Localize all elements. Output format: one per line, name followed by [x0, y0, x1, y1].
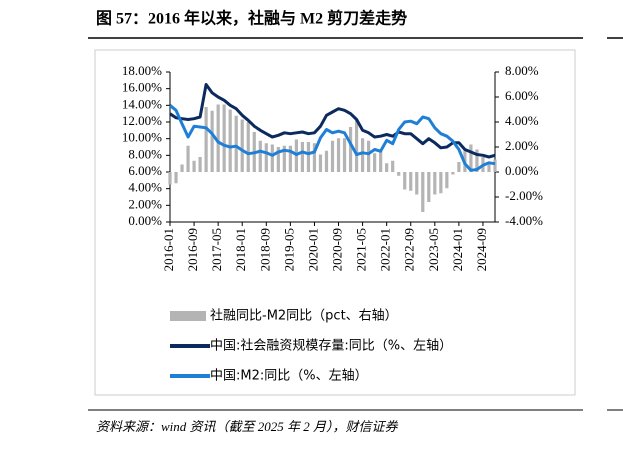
y2-tick-label: 6.00% [505, 88, 539, 103]
bar [204, 107, 208, 172]
bar [336, 138, 341, 172]
bar [487, 163, 491, 172]
x-tick-label: 2022-01 [378, 228, 393, 271]
bar [379, 149, 383, 172]
bar [240, 119, 244, 172]
bar [270, 144, 274, 172]
bar [180, 164, 184, 172]
x-tick-label: 2023-05 [426, 228, 441, 271]
bar [360, 138, 365, 172]
bar [415, 172, 419, 195]
bar [312, 143, 317, 172]
x-tick-label: 2024-01 [450, 228, 465, 271]
y-tick-label: 16.00% [122, 80, 162, 95]
x-tick-label: 2019-05 [281, 228, 296, 271]
bar [186, 145, 190, 172]
chart-title: 图 57：2016 年以来，社融与 M2 剪刀差走势 [96, 9, 407, 28]
bar [264, 143, 268, 172]
bar [192, 160, 196, 172]
bar [258, 140, 262, 172]
bar [300, 142, 305, 172]
bar [228, 109, 232, 172]
bar [234, 115, 238, 172]
bar [306, 142, 311, 172]
bar [439, 172, 443, 194]
bar [469, 144, 473, 172]
bar [493, 159, 497, 172]
bar [246, 122, 250, 172]
bar [397, 172, 401, 176]
legend-label: 中国:M2:同比（%、左轴） [210, 369, 368, 384]
bar [342, 138, 347, 172]
x-tick-label: 2016-01 [161, 228, 176, 271]
y2-tick-label: -4.00% [505, 213, 543, 228]
bar [354, 119, 359, 172]
line [169, 104, 496, 172]
bar [222, 104, 226, 172]
bar [282, 145, 286, 172]
line [169, 83, 496, 159]
bar [373, 153, 377, 172]
y-tick-label: 8.00% [128, 146, 162, 161]
bar [451, 172, 455, 175]
bar [385, 163, 389, 172]
source: 资料来源：wind 资讯（截至 2025 年 2 月），财信证券 [96, 419, 399, 434]
bar [409, 172, 413, 191]
x-tick-label: 2018-09 [257, 228, 272, 271]
bar [276, 147, 280, 172]
x-tick-label: 2017-05 [209, 228, 224, 271]
bar [433, 172, 437, 195]
chart-frame [94, 49, 576, 396]
x-tick-label: 2020-09 [330, 228, 345, 271]
legend-swatch [170, 311, 206, 321]
y2-tick-label: 0.00% [505, 163, 539, 178]
bar [324, 150, 329, 172]
x-tick-label: 2018-01 [233, 228, 248, 271]
y2-tick-label: -2.00% [505, 188, 543, 203]
y-tick-label: 4.00% [128, 180, 162, 195]
bar [457, 162, 461, 172]
bar [210, 110, 214, 172]
bar [174, 172, 178, 184]
bar [198, 157, 202, 172]
x-tick-label: 2021-05 [354, 228, 369, 271]
bar [318, 154, 323, 172]
bar [367, 140, 371, 172]
y-tick-label: 0.00% [128, 213, 162, 228]
y-tick-label: 12.00% [122, 113, 162, 128]
bar [475, 149, 479, 172]
legend-label: 社融同比-M2同比（pct、右轴） [210, 308, 398, 324]
y2-tick-label: 4.00% [505, 113, 539, 128]
y-tick-label: 6.00% [128, 163, 162, 178]
bar [445, 172, 449, 189]
bar [216, 104, 220, 172]
bar [168, 172, 172, 185]
y2-tick-label: 2.00% [505, 138, 539, 153]
bar [348, 127, 353, 172]
x-tick-label: 2022-09 [402, 228, 417, 271]
y-tick-label: 14.00% [122, 96, 162, 111]
bar [427, 172, 431, 202]
y-tick-label: 2.00% [128, 196, 162, 211]
bar [330, 140, 335, 172]
bar [421, 172, 425, 212]
legend-label: 中国:社会融资规模存量:同比（%、左轴） [210, 338, 452, 354]
x-tick-label: 2016-09 [185, 228, 200, 271]
y-tick-label: 18.00% [122, 63, 162, 78]
bar [288, 145, 292, 172]
bar [391, 160, 395, 172]
y2-tick-label: 8.00% [505, 63, 539, 78]
x-tick-label: 2024-09 [474, 228, 489, 271]
bar [403, 172, 407, 190]
x-tick-label: 2020-01 [305, 228, 320, 271]
y-tick-label: 10.00% [122, 130, 162, 145]
